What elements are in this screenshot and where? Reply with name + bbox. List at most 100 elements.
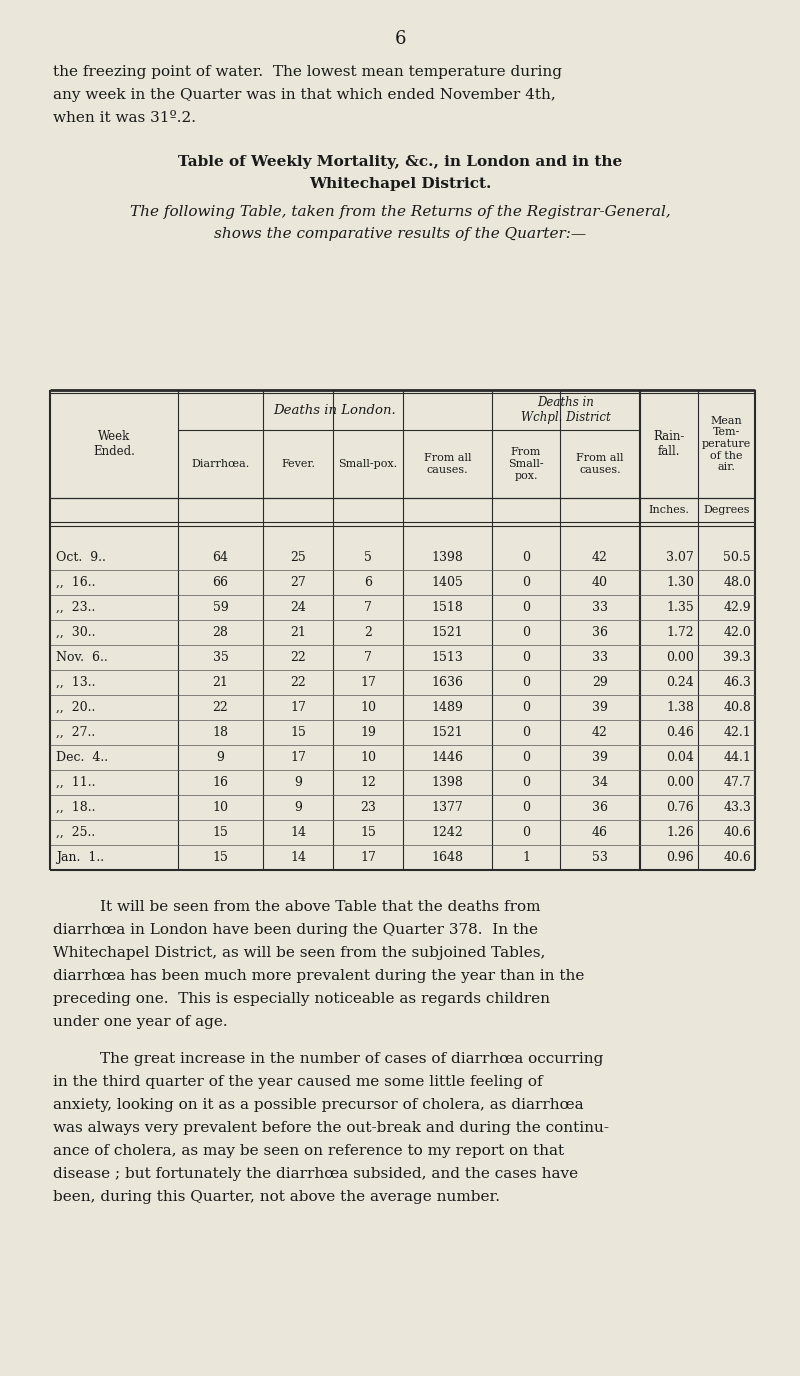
Text: 1489: 1489 [431,700,463,714]
Text: 22: 22 [290,651,306,665]
Text: Deaths in
Wchpl. District: Deaths in Wchpl. District [521,396,611,424]
Text: 9: 9 [217,751,225,764]
Text: 3.07: 3.07 [666,550,694,564]
Text: 1.30: 1.30 [666,577,694,589]
Text: 6: 6 [394,30,406,48]
Text: Inches.: Inches. [649,505,690,515]
Text: 0: 0 [522,776,530,788]
Text: 66: 66 [213,577,229,589]
Text: Fever.: Fever. [281,460,315,469]
Text: 15: 15 [213,850,229,864]
Text: 34: 34 [592,776,608,788]
Text: 17: 17 [290,700,306,714]
Text: From all
causes.: From all causes. [576,453,624,475]
Text: 6: 6 [364,577,372,589]
Text: the freezing point of water.  The lowest mean temperature during: the freezing point of water. The lowest … [53,65,562,78]
Text: 1636: 1636 [431,676,463,689]
Text: 21: 21 [290,626,306,638]
Text: 1.35: 1.35 [666,601,694,614]
Text: 14: 14 [290,826,306,839]
Text: 36: 36 [592,626,608,638]
Text: 0: 0 [522,700,530,714]
Text: 53: 53 [592,850,608,864]
Text: ,,  25..: ,, 25.. [56,826,95,839]
Text: Degrees: Degrees [703,505,750,515]
Text: Week
Ended.: Week Ended. [93,429,135,458]
Text: Oct.  9..: Oct. 9.. [56,550,106,564]
Text: It will be seen from the above Table that the deaths from: It will be seen from the above Table tha… [100,900,541,914]
Text: 0: 0 [522,651,530,665]
Text: 14: 14 [290,850,306,864]
Text: 0: 0 [522,577,530,589]
Text: 43.3: 43.3 [723,801,751,815]
Text: ,,  16..: ,, 16.. [56,577,95,589]
Text: diarrhœa in London have been during the Quarter 378.  In the: diarrhœa in London have been during the … [53,923,538,937]
Text: 1.38: 1.38 [666,700,694,714]
Text: 28: 28 [213,626,229,638]
Text: 1398: 1398 [431,776,463,788]
Text: 39: 39 [592,700,608,714]
Text: 36: 36 [592,801,608,815]
Text: 1446: 1446 [431,751,463,764]
Text: shows the comparative results of the Quarter:—: shows the comparative results of the Qua… [214,227,586,241]
Text: 16: 16 [213,776,229,788]
Text: 17: 17 [290,751,306,764]
Text: 40.6: 40.6 [723,826,751,839]
Text: 1405: 1405 [431,577,463,589]
Text: 0: 0 [522,550,530,564]
Text: Jan.  1..: Jan. 1.. [56,850,104,864]
Text: 22: 22 [290,676,306,689]
Text: 35: 35 [213,651,229,665]
Text: ,,  20..: ,, 20.. [56,700,95,714]
Text: 0: 0 [522,727,530,739]
Text: 40.8: 40.8 [723,700,751,714]
Text: 1.72: 1.72 [666,626,694,638]
Text: 19: 19 [360,727,376,739]
Text: Nov.  6..: Nov. 6.. [56,651,108,665]
Text: diarrhœa has been much more prevalent during the year than in the: diarrhœa has been much more prevalent du… [53,969,584,982]
Text: 0.04: 0.04 [666,751,694,764]
Text: 1648: 1648 [431,850,463,864]
Text: Dec.  4..: Dec. 4.. [56,751,108,764]
Text: From
Small-
pox.: From Small- pox. [508,447,544,480]
Text: 64: 64 [213,550,229,564]
Text: Whitechapel District.: Whitechapel District. [309,178,491,191]
Text: 46.3: 46.3 [723,676,751,689]
Text: 0: 0 [522,826,530,839]
Text: Mean
Tem-
perature
of the
air.: Mean Tem- perature of the air. [702,416,751,472]
Text: 0.46: 0.46 [666,727,694,739]
Text: 0: 0 [522,751,530,764]
Text: 0: 0 [522,801,530,815]
Text: 15: 15 [213,826,229,839]
Text: 1.26: 1.26 [666,826,694,839]
Text: 44.1: 44.1 [723,751,751,764]
Text: 0.24: 0.24 [666,676,694,689]
Text: 42: 42 [592,727,608,739]
Text: 0.00: 0.00 [666,651,694,665]
Text: 1521: 1521 [432,727,463,739]
Text: 40: 40 [592,577,608,589]
Text: Rain-
fall.: Rain- fall. [654,429,685,458]
Text: 1521: 1521 [432,626,463,638]
Text: 59: 59 [213,601,228,614]
Text: 22: 22 [213,700,228,714]
Text: 0.00: 0.00 [666,776,694,788]
Text: Small-pox.: Small-pox. [338,460,398,469]
Text: 7: 7 [364,601,372,614]
Text: 10: 10 [360,751,376,764]
Text: 42: 42 [592,550,608,564]
Text: 0: 0 [522,601,530,614]
Text: 15: 15 [360,826,376,839]
Text: 17: 17 [360,850,376,864]
Text: 21: 21 [213,676,229,689]
Text: preceding one.  This is especially noticeable as regards children: preceding one. This is especially notice… [53,992,550,1006]
Text: ,,  23..: ,, 23.. [56,601,95,614]
Text: 9: 9 [294,776,302,788]
Text: 1513: 1513 [431,651,463,665]
Text: 9: 9 [294,801,302,815]
Text: 42.9: 42.9 [723,601,751,614]
Text: ,,  13..: ,, 13.. [56,676,95,689]
Text: 39: 39 [592,751,608,764]
Text: 33: 33 [592,651,608,665]
Text: 23: 23 [360,801,376,815]
